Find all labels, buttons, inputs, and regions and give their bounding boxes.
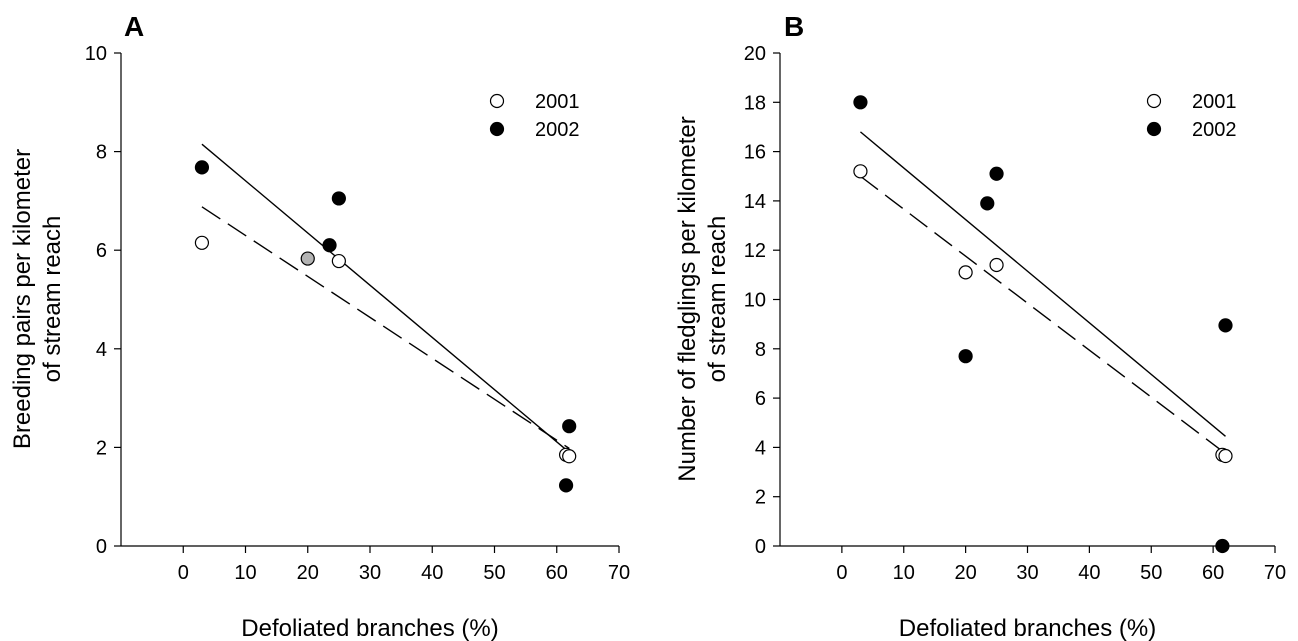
panel-letter: B (784, 11, 804, 42)
x-tick-label: 30 (1016, 562, 1038, 584)
y-tick-label: 2 (755, 487, 766, 509)
fit-line-2002 (201, 143, 570, 453)
data-point-2002 (958, 349, 973, 364)
data-point-2002 (194, 160, 210, 175)
fit-line-2001 (860, 175, 1226, 455)
y-tick-label: 8 (755, 339, 766, 361)
y-tick-label: 20 (744, 43, 766, 65)
data-point-overlap (300, 251, 315, 266)
y-axis-label-line: Breeding pairs per kilometer (9, 149, 36, 449)
data-point-2002 (980, 196, 995, 211)
legend-marker-2002 (489, 121, 505, 137)
data-point-2001 (958, 265, 973, 280)
x-tick-label: 60 (1202, 562, 1224, 584)
legend-marker-2002 (1146, 121, 1162, 137)
y-tick-label: 4 (755, 437, 766, 459)
legend-label-2002: 2002 (1192, 119, 1237, 141)
data-point-2001 (989, 257, 1004, 273)
x-tick-label: 0 (178, 562, 189, 584)
y-axis-label-line: Number of fledglings per kilometer (674, 116, 701, 482)
x-tick-label: 70 (608, 562, 630, 584)
legend-marker-2001 (489, 93, 505, 109)
data-point-2001 (853, 164, 868, 179)
y-axis-label-line: of stream reach (39, 216, 66, 383)
data-point-2002 (562, 419, 577, 434)
x-tick-label: 0 (836, 562, 847, 584)
x-tick-label: 30 (359, 562, 381, 584)
y-tick-label: 12 (744, 240, 766, 262)
x-axis-label: Defoliated branches (%) (899, 615, 1156, 641)
x-tick-label: 40 (1078, 562, 1100, 584)
data-point-2002 (1215, 538, 1230, 554)
fit-line-2002 (859, 131, 1226, 437)
y-axis-label-line: of stream reach (704, 216, 731, 383)
data-point-2002 (853, 95, 868, 110)
y-tick-label: 18 (744, 92, 766, 114)
y-tick-label: 10 (744, 290, 766, 312)
x-tick-label: 50 (483, 562, 505, 584)
x-tick-label: 10 (234, 562, 256, 584)
x-tick-label: 40 (421, 562, 443, 584)
legend-label-2001: 2001 (535, 91, 580, 113)
y-tick-label: 10 (85, 43, 107, 65)
y-tick-label: 6 (755, 388, 766, 410)
x-tick-label: 70 (1264, 562, 1286, 584)
x-tick-label: 20 (955, 562, 977, 584)
y-tick-label: 0 (96, 536, 107, 558)
data-point-2001 (1218, 448, 1233, 464)
y-tick-label: 14 (744, 191, 766, 213)
data-point-2001 (562, 449, 577, 464)
x-tick-label: 60 (546, 562, 568, 584)
y-tick-label: 6 (96, 240, 107, 262)
data-point-2002 (558, 478, 574, 493)
y-tick-label: 4 (96, 339, 107, 361)
y-tick-label: 0 (755, 536, 766, 558)
y-tick-label: 16 (744, 142, 766, 164)
legend-label-2002: 2002 (535, 119, 580, 141)
x-tick-label: 20 (297, 562, 319, 584)
legend-marker-2001 (1146, 93, 1162, 109)
data-point-2002 (1218, 318, 1233, 333)
fit-line-2001 (201, 206, 570, 449)
y-axis-label: Breeding pairs per kilometer of stream re… (9, 149, 66, 449)
y-tick-label: 8 (96, 142, 107, 164)
panel-letter: A (124, 11, 144, 42)
x-axis-label: Defoliated branches (%) (241, 615, 498, 641)
panel-a: A 0 2 4 6 8 10 0 10 20 30 40 50 60 70 Defoliated branch… (9, 11, 630, 641)
data-point-2002 (989, 166, 1004, 181)
x-tick-label: 10 (893, 562, 915, 584)
y-axis-label: Number of fledglings per kilometer of str… (674, 116, 731, 482)
data-point-2001 (331, 253, 346, 269)
data-point-2002 (322, 238, 337, 253)
data-point-2002 (331, 191, 346, 206)
legend-label-2001: 2001 (1192, 91, 1237, 113)
x-tick-label: 50 (1140, 562, 1162, 584)
y-tick-label: 2 (96, 437, 107, 459)
data-point-2001 (194, 235, 210, 250)
